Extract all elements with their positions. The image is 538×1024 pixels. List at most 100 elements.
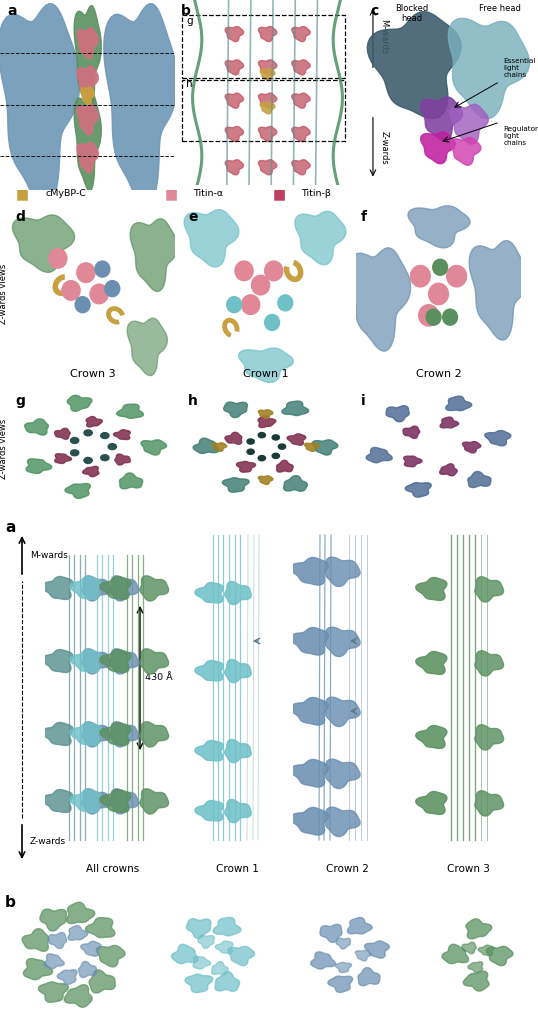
Text: M-wards: M-wards — [379, 19, 388, 54]
Polygon shape — [292, 93, 310, 109]
Polygon shape — [140, 722, 168, 748]
Circle shape — [101, 432, 109, 438]
Polygon shape — [225, 93, 244, 109]
Polygon shape — [295, 211, 346, 265]
Polygon shape — [408, 206, 470, 248]
Polygon shape — [225, 27, 244, 42]
Polygon shape — [195, 801, 223, 821]
Polygon shape — [44, 953, 64, 969]
Polygon shape — [74, 93, 101, 191]
Circle shape — [258, 432, 265, 437]
Polygon shape — [82, 649, 111, 674]
Polygon shape — [81, 941, 101, 956]
Polygon shape — [195, 583, 223, 603]
Polygon shape — [70, 649, 101, 673]
Bar — [182, 14, 345, 78]
Text: h: h — [188, 393, 198, 408]
Text: b: b — [5, 895, 16, 910]
Polygon shape — [258, 126, 277, 141]
Polygon shape — [0, 4, 80, 208]
Polygon shape — [478, 945, 494, 955]
Polygon shape — [292, 59, 310, 75]
Text: Z-wards: Z-wards — [379, 131, 388, 165]
Text: Crown 3: Crown 3 — [70, 370, 115, 380]
Text: a: a — [5, 520, 16, 535]
Text: ■: ■ — [165, 187, 178, 201]
Circle shape — [278, 295, 293, 311]
Polygon shape — [258, 27, 277, 42]
Polygon shape — [64, 985, 92, 1008]
Text: h: h — [186, 79, 193, 89]
Circle shape — [447, 265, 466, 287]
Polygon shape — [86, 417, 102, 427]
Polygon shape — [463, 971, 489, 991]
Text: Z-wards views: Z-wards views — [0, 264, 9, 325]
Polygon shape — [82, 722, 111, 748]
Circle shape — [70, 450, 79, 456]
Polygon shape — [193, 438, 218, 454]
Text: a: a — [7, 4, 17, 17]
Polygon shape — [237, 462, 256, 472]
Polygon shape — [225, 59, 244, 75]
Polygon shape — [89, 970, 115, 993]
Circle shape — [105, 281, 120, 297]
Polygon shape — [185, 974, 213, 992]
Polygon shape — [67, 395, 92, 412]
Polygon shape — [228, 946, 254, 966]
Polygon shape — [416, 792, 447, 814]
Polygon shape — [110, 575, 139, 601]
Polygon shape — [225, 659, 251, 683]
Polygon shape — [70, 723, 101, 745]
Polygon shape — [100, 790, 131, 812]
Polygon shape — [83, 466, 99, 477]
Polygon shape — [67, 902, 95, 924]
Polygon shape — [468, 471, 491, 487]
Polygon shape — [475, 791, 504, 816]
Circle shape — [108, 443, 116, 450]
Circle shape — [62, 281, 80, 300]
Text: Crown 1: Crown 1 — [243, 370, 288, 380]
Polygon shape — [462, 942, 476, 953]
Polygon shape — [77, 104, 98, 135]
Polygon shape — [336, 938, 350, 949]
Circle shape — [242, 295, 260, 314]
Polygon shape — [212, 442, 226, 452]
Polygon shape — [82, 788, 111, 814]
Circle shape — [272, 435, 279, 440]
Polygon shape — [172, 944, 198, 964]
Polygon shape — [258, 410, 273, 419]
Circle shape — [433, 259, 448, 275]
Polygon shape — [26, 459, 52, 473]
Polygon shape — [365, 941, 390, 958]
Text: c: c — [370, 4, 378, 17]
Polygon shape — [485, 430, 511, 445]
Polygon shape — [79, 962, 96, 978]
Polygon shape — [70, 577, 101, 599]
Circle shape — [265, 261, 283, 281]
Polygon shape — [115, 454, 130, 465]
Polygon shape — [386, 406, 409, 422]
Polygon shape — [292, 160, 310, 175]
Circle shape — [278, 444, 286, 450]
Polygon shape — [225, 432, 242, 444]
Polygon shape — [110, 788, 139, 814]
Polygon shape — [277, 460, 293, 472]
Polygon shape — [416, 725, 447, 749]
Polygon shape — [446, 396, 472, 411]
Polygon shape — [40, 909, 67, 931]
Circle shape — [235, 261, 253, 281]
Polygon shape — [77, 67, 98, 96]
Circle shape — [426, 309, 441, 326]
Polygon shape — [291, 760, 329, 787]
Polygon shape — [287, 434, 306, 445]
Polygon shape — [367, 11, 461, 119]
Polygon shape — [130, 219, 178, 292]
Circle shape — [226, 297, 242, 312]
Polygon shape — [291, 808, 329, 835]
Polygon shape — [335, 963, 351, 973]
Polygon shape — [225, 160, 244, 175]
Polygon shape — [469, 241, 528, 340]
Polygon shape — [348, 918, 372, 934]
Text: Blocked
head: Blocked head — [395, 4, 428, 24]
Polygon shape — [195, 740, 223, 761]
